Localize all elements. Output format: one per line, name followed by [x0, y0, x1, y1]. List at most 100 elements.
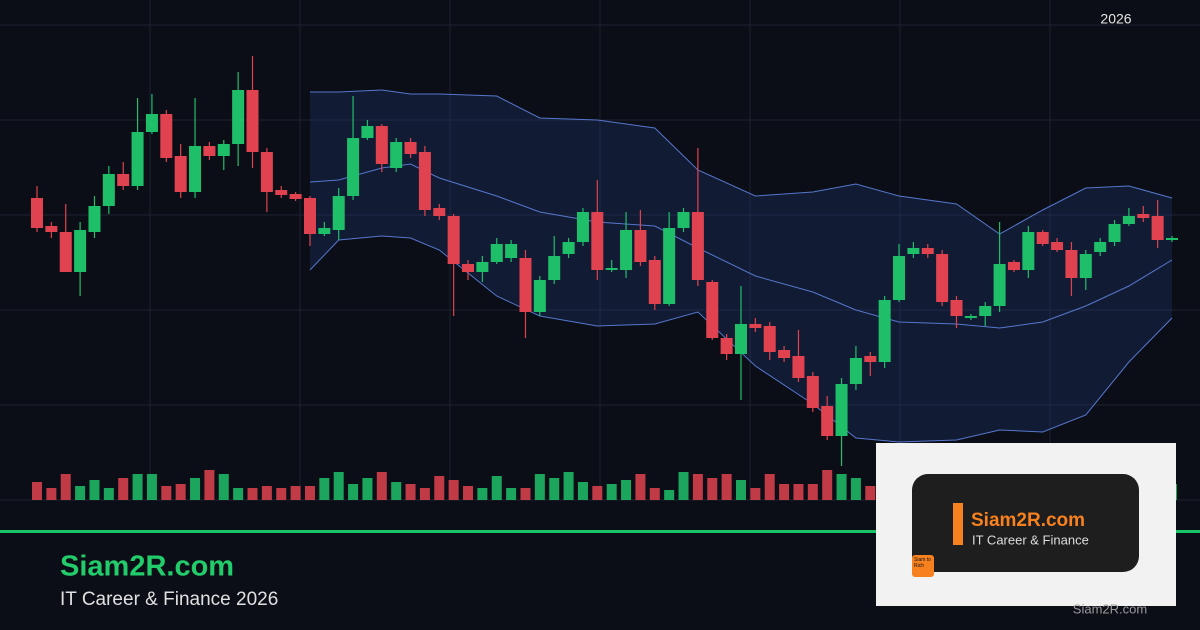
candle-body — [734, 324, 747, 354]
volume-bar — [290, 486, 301, 500]
candle-body — [45, 226, 58, 232]
year-label: 2026 — [1100, 11, 1131, 27]
volume-bar — [362, 478, 373, 500]
candle-body — [490, 244, 503, 262]
volume-bar — [463, 486, 474, 500]
candle-body — [620, 230, 633, 270]
volume-bar — [592, 486, 603, 500]
candle-body — [1166, 238, 1178, 240]
volume-bar — [132, 474, 143, 500]
logo-badge-box: Siam to Rich — [914, 557, 931, 569]
candle-body — [893, 256, 906, 300]
candle-body — [203, 146, 216, 156]
volume-bar — [520, 488, 531, 500]
candle-body — [260, 152, 273, 192]
volume-bar — [822, 470, 833, 500]
volume-bar — [649, 488, 660, 500]
volume-bar — [304, 486, 315, 500]
volume-bar — [434, 476, 445, 500]
candle-body — [418, 152, 431, 210]
candle-body — [174, 156, 187, 192]
candle-body — [59, 232, 72, 272]
candle-body — [691, 212, 704, 280]
candle-body — [936, 254, 949, 302]
candle-body — [361, 126, 374, 138]
volume-bar — [477, 488, 488, 500]
candle-body — [763, 326, 776, 352]
volume-bar — [89, 480, 100, 500]
candle-body — [462, 264, 475, 272]
candle-body — [921, 248, 934, 254]
candle-body — [404, 142, 417, 154]
candle-body — [232, 90, 245, 144]
volume-bar — [276, 488, 287, 500]
volume-bar — [261, 486, 272, 500]
volume-bar — [563, 472, 574, 500]
candle-body — [878, 300, 891, 362]
volume-bar — [807, 484, 818, 500]
candle-body — [275, 190, 288, 195]
volume-bar — [448, 480, 459, 500]
candle-body — [217, 144, 230, 156]
candle-body — [145, 114, 158, 132]
volume-bar — [735, 480, 746, 500]
candle-body — [160, 114, 173, 158]
candle-body — [677, 212, 690, 228]
candle-body — [505, 244, 518, 258]
candle-body — [131, 132, 144, 186]
candle-body — [576, 212, 589, 242]
candle-body — [533, 280, 546, 312]
candle-body — [663, 228, 676, 304]
candle-body — [289, 194, 302, 199]
volume-bar — [405, 484, 416, 500]
logo-badge — [912, 555, 934, 577]
candle-body — [1094, 242, 1107, 252]
volume-bar — [506, 488, 517, 500]
volume-bar — [46, 488, 57, 500]
candle-body — [1079, 254, 1092, 278]
volume-bar — [319, 478, 330, 500]
candle-body — [950, 300, 963, 316]
volume-bar — [32, 482, 42, 500]
watermark: Siam2R.com — [1073, 601, 1147, 616]
volume-bar — [836, 474, 847, 500]
candle-body — [1122, 216, 1135, 224]
candle-body — [1151, 216, 1164, 240]
candle-body — [634, 230, 647, 262]
volume-bar — [161, 486, 172, 500]
volume-bar — [333, 472, 344, 500]
volume-bar — [621, 480, 632, 500]
volume-bar — [419, 488, 430, 500]
band-fill — [310, 90, 1172, 442]
volume-bar — [764, 474, 775, 500]
candle-body — [303, 198, 316, 234]
volume-bar — [779, 484, 790, 500]
candle-body — [749, 324, 762, 328]
volume-bar — [664, 490, 675, 500]
volume-bar — [204, 470, 215, 500]
candle-body — [964, 316, 977, 318]
volume-bar — [247, 488, 258, 500]
band-middle — [309, 163, 1173, 329]
candle-body — [1051, 242, 1064, 250]
candle-body — [390, 142, 403, 168]
candle-body — [864, 356, 877, 362]
candle-body — [821, 406, 834, 436]
candle-body — [993, 264, 1006, 306]
volume-bar — [577, 482, 588, 500]
candle-body — [347, 138, 360, 196]
volume-bar — [721, 474, 732, 500]
candle-body — [979, 306, 992, 316]
volume-bar — [376, 472, 387, 500]
volume-bar — [549, 478, 560, 500]
volume-bar — [750, 488, 761, 500]
logo-panel — [912, 474, 1139, 572]
volume-bar — [348, 484, 359, 500]
brand-title: Siam2R.com — [60, 551, 234, 583]
volume-bar — [218, 474, 229, 500]
candle-body — [74, 230, 87, 272]
volume-bar — [175, 484, 186, 500]
logo-badge-text: Siam to Rich — [914, 557, 931, 569]
candle-body — [648, 260, 661, 304]
